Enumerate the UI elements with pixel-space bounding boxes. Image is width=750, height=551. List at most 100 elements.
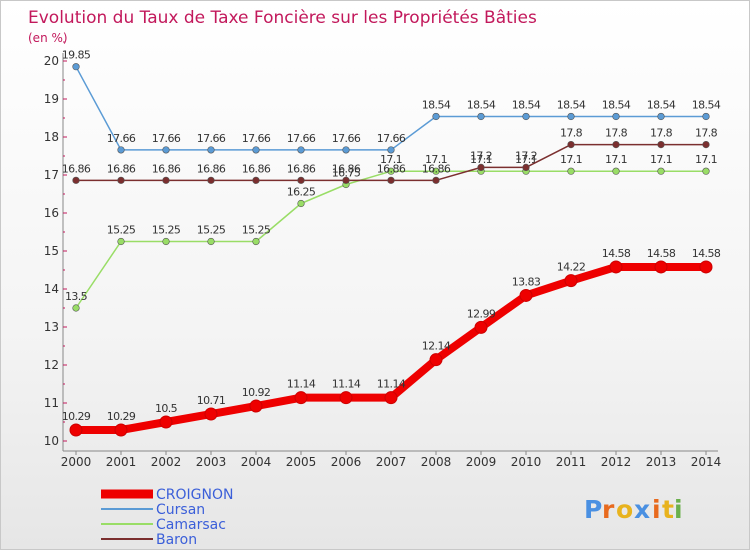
y-tick-label: 11 (44, 396, 59, 410)
data-point (699, 260, 713, 274)
data-point (702, 141, 710, 149)
data-label: 13.5 (65, 290, 88, 303)
x-tick-label: 2002 (151, 455, 182, 469)
data-label: 10.71 (197, 394, 226, 407)
data-point (657, 112, 665, 121)
data-label: 10.92 (242, 386, 271, 399)
data-point (387, 167, 395, 175)
data-point (72, 176, 80, 184)
legend-label-croignon: CROIGNON (156, 487, 233, 503)
data-point (342, 176, 350, 184)
x-tick-label: 2001 (106, 455, 137, 469)
series-cursan: 19.85 17.66 17.66 17.66 17.66 17.66 17.66 17.66… (62, 49, 721, 154)
logo-letter: i (652, 495, 661, 524)
series-baron: 16.86 16.86 16.86 16.86 16.86 16.86 16.86 16.86… (62, 127, 718, 184)
data-point (519, 288, 533, 302)
logo-letter: i (674, 495, 683, 524)
data-point (657, 167, 665, 175)
data-point (162, 237, 170, 246)
data-label: 15.25 (242, 224, 271, 237)
data-label: 12.99 (467, 307, 496, 320)
data-label: 17.1 (560, 153, 582, 166)
data-point (384, 391, 398, 405)
data-point (567, 141, 575, 149)
legend-label-camarsac: Camarsac (156, 517, 226, 533)
data-point (702, 112, 710, 121)
data-label: 18.54 (602, 98, 631, 111)
data-point (432, 167, 440, 175)
data-label: 10.5 (155, 402, 178, 415)
data-label: 15.25 (107, 224, 136, 237)
y-tick-label: 16 (44, 206, 59, 220)
logo-letter: P (584, 495, 602, 524)
logo-letter: x (634, 495, 650, 524)
data-label: 16.86 (152, 162, 181, 175)
data-point (207, 237, 215, 246)
data-point (252, 146, 260, 154)
data-point (612, 112, 620, 121)
data-point (429, 353, 443, 367)
data-point (69, 423, 83, 437)
x-tick-label: 2006 (331, 455, 362, 469)
data-label: 18.54 (422, 98, 451, 111)
data-label: 15.25 (152, 224, 181, 237)
data-label: 17.8 (605, 127, 628, 140)
data-label: 17.66 (287, 132, 316, 145)
data-label: 17.2 (515, 149, 537, 162)
data-point (477, 112, 485, 121)
data-point (609, 260, 623, 274)
data-label: 13.83 (512, 275, 541, 288)
data-label: 11.14 (287, 378, 316, 391)
data-label: 14.58 (647, 247, 676, 260)
data-point (249, 399, 263, 413)
y-tick-label: 20 (44, 54, 59, 68)
x-tick-label: 2012 (601, 455, 632, 469)
y-axis-unit-label: (en %) (28, 31, 68, 45)
data-label: 14.58 (692, 247, 721, 260)
data-point (252, 176, 260, 184)
data-point (162, 146, 170, 154)
data-point (342, 146, 350, 154)
x-tick-label: 2004 (241, 455, 272, 469)
data-point (252, 237, 260, 246)
data-point (654, 260, 668, 274)
data-point (294, 391, 308, 405)
y-tick-label: 15 (44, 244, 59, 258)
x-tick-label: 2009 (466, 455, 497, 469)
x-tick-label: 2000 (61, 455, 92, 469)
data-label: 16.86 (422, 162, 451, 175)
data-label: 18.54 (692, 98, 721, 111)
data-point (114, 423, 128, 437)
y-tick-label: 19 (44, 92, 59, 106)
logo-letter: t (662, 495, 674, 524)
x-tick-label: 2008 (421, 455, 452, 469)
legend-label-baron: Baron (156, 532, 197, 548)
data-point (564, 274, 578, 288)
data-label: 18.54 (512, 98, 541, 111)
y-tick-label: 10 (44, 434, 59, 448)
x-tick-label: 2011 (556, 455, 587, 469)
data-point (297, 199, 305, 208)
data-point (432, 112, 440, 121)
data-label: 17.1 (380, 153, 402, 166)
data-label: 16.86 (62, 162, 91, 175)
data-label: 17.8 (560, 127, 583, 140)
data-point (522, 112, 530, 121)
y-tick-label: 13 (44, 320, 59, 334)
x-tick-label: 2014 (691, 455, 722, 469)
data-point (567, 167, 575, 175)
data-label: 19.85 (62, 49, 91, 62)
data-label: 17.66 (152, 132, 181, 145)
data-label: 16.86 (107, 162, 136, 175)
y-tick-label: 12 (44, 358, 59, 372)
data-point (387, 146, 395, 154)
data-label: 16.86 (332, 162, 361, 175)
data-label: 17.1 (470, 153, 492, 166)
data-label: 18.54 (557, 98, 586, 111)
data-label: 17.66 (332, 132, 361, 145)
data-label: 14.22 (557, 261, 586, 274)
logo-letter: o (616, 495, 633, 524)
chart-title: Evolution du Taux de Taxe Foncière sur l… (28, 8, 537, 28)
logo-letter: r (602, 495, 615, 524)
